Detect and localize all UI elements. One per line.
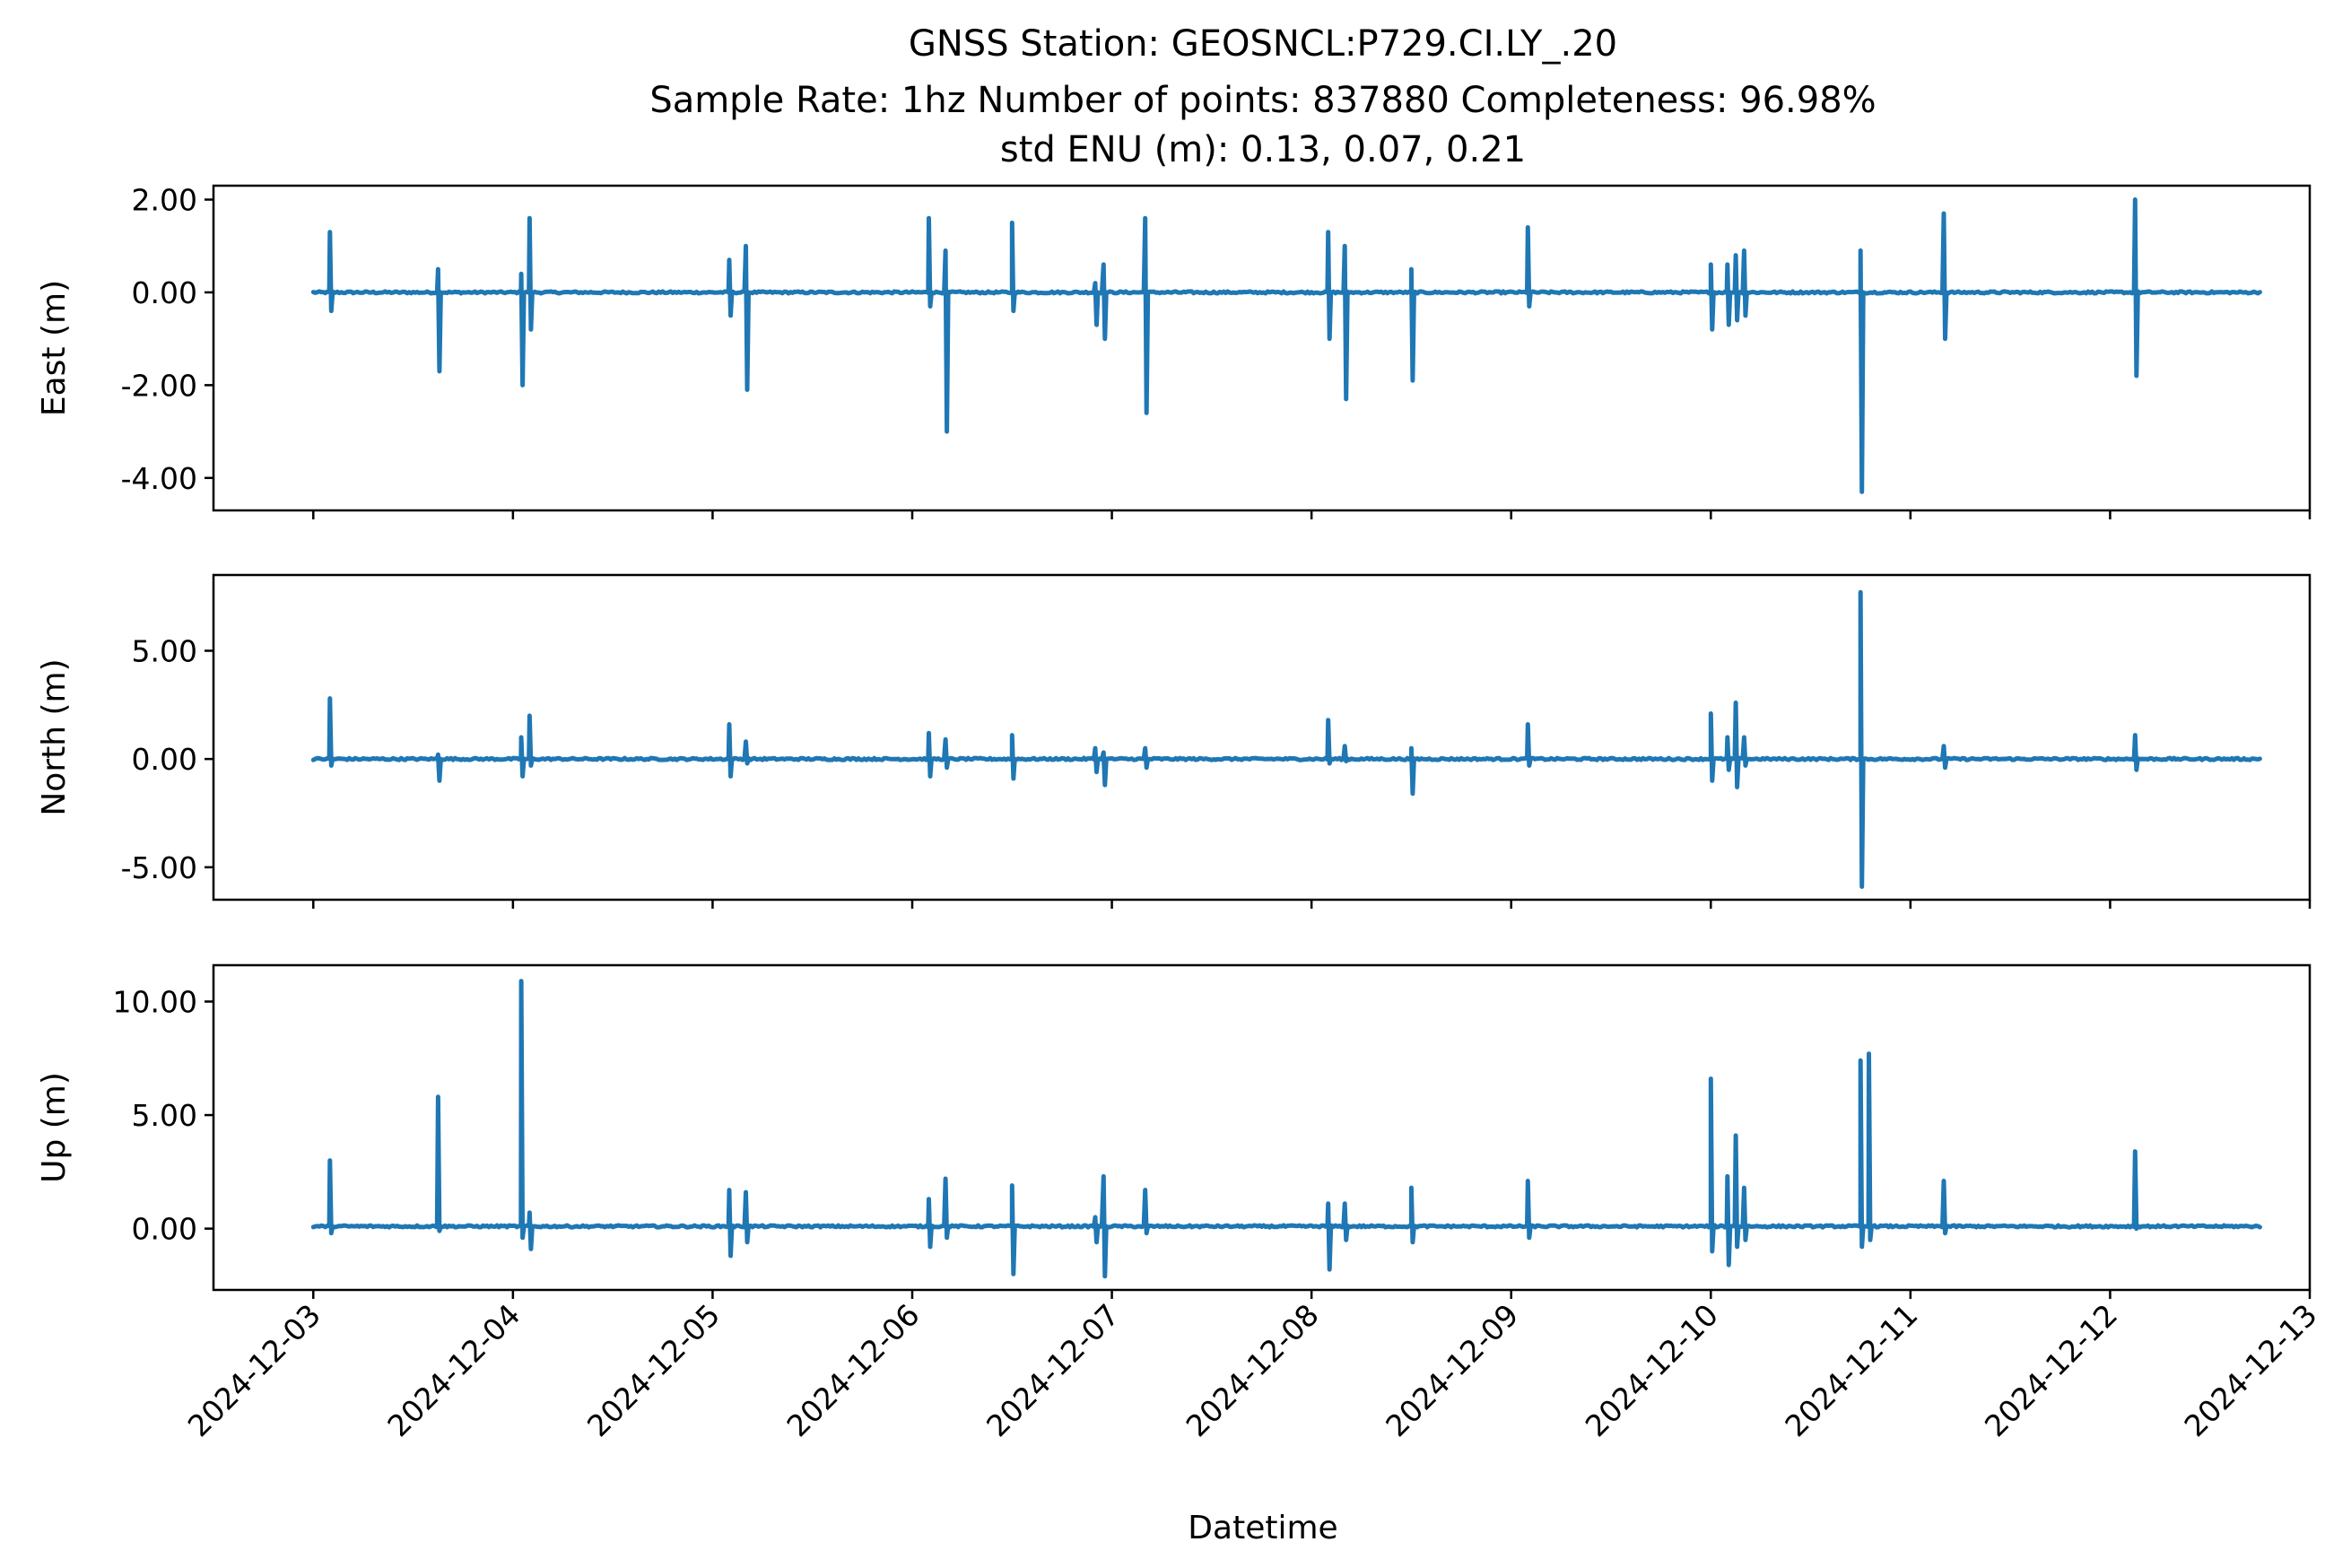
y-tick-label: 5.00 — [132, 1098, 197, 1133]
y-axis-label: North (m) — [36, 658, 73, 815]
plot-frame — [212, 573, 2312, 902]
y-tick-label: -2.00 — [121, 368, 197, 403]
y-tick-label: 0.00 — [132, 742, 197, 777]
series-line-up — [310, 979, 2262, 1279]
y-axis-label: East (m) — [36, 280, 73, 416]
series-line-east — [310, 197, 2262, 494]
y-tick-label: -5.00 — [121, 850, 197, 885]
y-tick-label: 5.00 — [132, 633, 197, 668]
x-axis-label: Datetime — [1188, 1510, 1337, 1546]
y-tick-label: 0.00 — [132, 275, 197, 310]
plot-frame — [212, 963, 2312, 1292]
subplot-east: 2.00 0.00 -2.00 -4.00 East (m) — [36, 183, 2312, 519]
y-tick-label: 2.00 — [132, 183, 197, 218]
subplot-panels: 2.00 0.00 -2.00 -4.00 East (m) 5.00 0.00 -5.00 N… — [36, 183, 2312, 1299]
y-tick-label: 0.00 — [132, 1212, 197, 1247]
chart-subtitle: Sample Rate: 1hz Number of points: 83788… — [649, 80, 1876, 121]
y-tick-label: -4.00 — [121, 461, 197, 496]
plot-frame — [212, 184, 2312, 512]
y-tick-label: 10.00 — [113, 985, 197, 1020]
y-axis-label: Up (m) — [36, 1072, 73, 1183]
subplot-north: 5.00 0.00 -5.00 North (m) — [36, 573, 2312, 909]
chart-title: GNSS Station: GEOSNCL:P729.CI.LY_.20 — [909, 23, 1617, 65]
series-line-north — [310, 589, 2262, 889]
chart-subtitle-std: std ENU (m): 0.13, 0.07, 0.21 — [1000, 129, 1526, 170]
subplot-up: 10.00 5.00 0.00 Up (m) — [36, 963, 2312, 1299]
